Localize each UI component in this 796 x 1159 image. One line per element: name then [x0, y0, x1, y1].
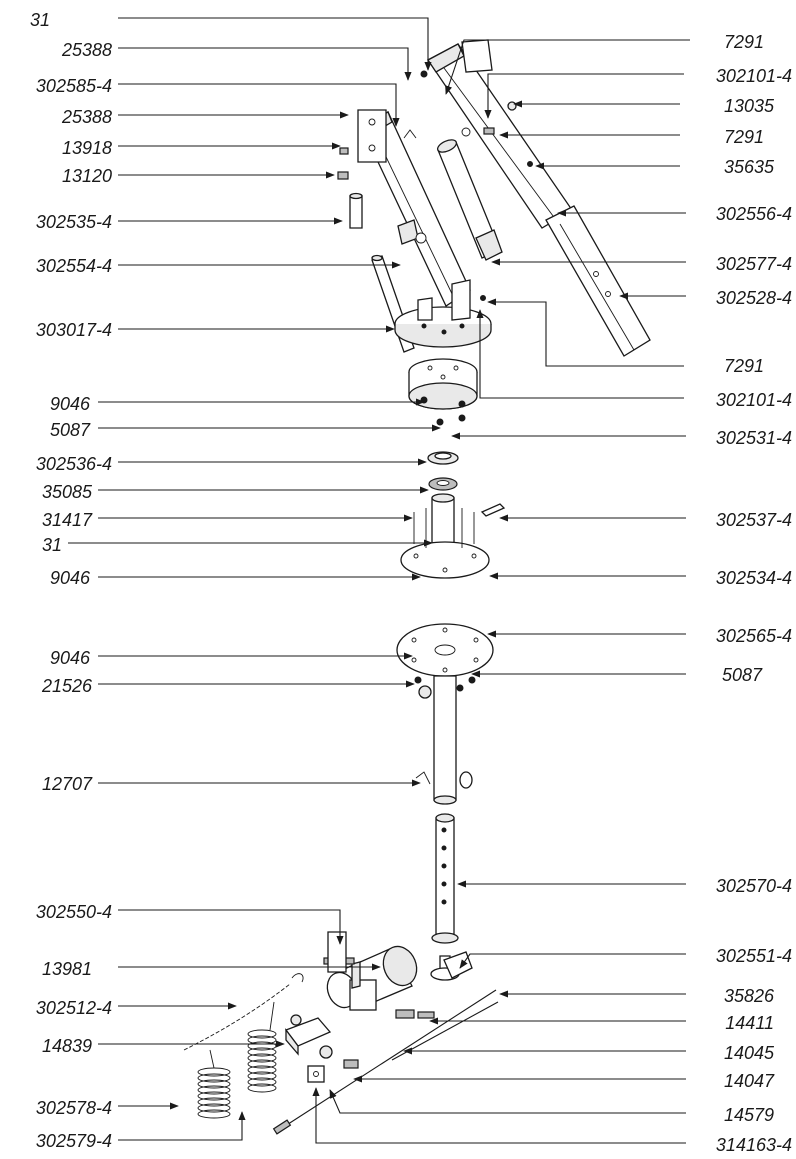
- leader-line: [118, 17, 432, 71]
- part-label: 302531-4: [716, 428, 792, 448]
- upper-hardware: [337, 70, 533, 301]
- part-label: 303017-4: [36, 320, 112, 340]
- leader-line: [459, 953, 686, 969]
- part-label: 31: [42, 535, 62, 555]
- leader-line: [329, 1089, 686, 1114]
- part-label: 314163-4: [716, 1135, 792, 1155]
- part-label: 302528-4: [716, 288, 792, 308]
- part-label: 302570-4: [716, 876, 792, 896]
- callout-labels: 31 25388 302585-4 25388 13918 13120 3025…: [30, 10, 792, 1155]
- leader-lines: [68, 17, 690, 1144]
- part-label: 302534-4: [716, 568, 792, 588]
- part-label: 5087: [50, 420, 91, 440]
- leader-line: [118, 1111, 246, 1141]
- part-label: 35826: [724, 986, 775, 1006]
- bearing-races: [427, 451, 459, 491]
- part-label: 14579: [724, 1105, 774, 1125]
- part-label: 13035: [724, 96, 775, 116]
- part-label: 7291: [724, 32, 764, 52]
- switch-box: [284, 1014, 332, 1056]
- part-label: 302554-4: [36, 256, 112, 276]
- leader-line: [118, 909, 344, 945]
- part-label: 302556-4: [716, 204, 792, 224]
- base-socket: [430, 951, 473, 981]
- part-label: 14839: [42, 1036, 92, 1056]
- part-label: 302537-4: [716, 510, 792, 530]
- part-label: 302512-4: [36, 998, 112, 1018]
- part-label: 35085: [42, 482, 93, 502]
- boom-base-plate: [394, 279, 492, 348]
- part-label: 302577-4: [716, 254, 792, 274]
- pivot-pin: [349, 192, 363, 229]
- part-label: 21526: [41, 676, 93, 696]
- leader-line: [476, 309, 684, 399]
- part-label: 13120: [62, 166, 112, 186]
- winch-motor: [323, 945, 418, 1011]
- part-label: 302579-4: [36, 1131, 112, 1151]
- part-label: 302101-4: [716, 66, 792, 86]
- part-label: 302535-4: [36, 212, 112, 232]
- leader-line: [312, 1087, 686, 1144]
- part-label: 9046: [50, 568, 91, 588]
- part-label: 35635: [724, 157, 775, 177]
- boom-arm-right: [427, 39, 573, 229]
- hydraulic-coil: [197, 1001, 277, 1119]
- leader-line: [118, 47, 412, 81]
- mounting-plate: [327, 931, 347, 973]
- mast-hub-plate: [400, 493, 506, 579]
- mast-flange: [396, 623, 494, 692]
- part-label: 302551-4: [716, 946, 792, 966]
- part-label: 31: [30, 10, 50, 30]
- leader-line: [445, 39, 690, 95]
- part-label: 14047: [724, 1071, 775, 1091]
- part-label: 14045: [724, 1043, 775, 1063]
- part-label: 25388: [61, 107, 112, 127]
- part-label: 7291: [724, 127, 764, 147]
- leader-line: [118, 83, 400, 127]
- part-label: 9046: [50, 394, 91, 414]
- lift-cylinder: [436, 127, 503, 261]
- chain: [183, 973, 304, 1051]
- part-label: 302585-4: [36, 76, 112, 96]
- part-label: 302536-4: [36, 454, 112, 474]
- leader-line: [484, 73, 684, 119]
- part-label: 5087: [722, 665, 763, 685]
- parts-artwork: [183, 39, 651, 1135]
- part-label: 31417: [42, 510, 93, 530]
- hose-assembly: [272, 989, 499, 1135]
- leader-line: [487, 298, 684, 367]
- part-label: 302578-4: [36, 1098, 112, 1118]
- part-label: 302550-4: [36, 902, 112, 922]
- extension-tube: [545, 205, 651, 357]
- part-label: 25388: [61, 40, 112, 60]
- part-label: 14411: [725, 1013, 774, 1033]
- lower-mast-tube: [431, 813, 459, 944]
- part-label: 302565-4: [716, 626, 792, 646]
- part-label: 13981: [42, 959, 92, 979]
- part-label: 12707: [42, 774, 93, 794]
- mast-tube: [415, 675, 473, 805]
- boom-arm-left: [357, 109, 471, 307]
- part-label: 7291: [724, 356, 764, 376]
- small-fittings: [307, 1009, 435, 1083]
- part-label: 13918: [62, 138, 112, 158]
- part-label: 9046: [50, 648, 91, 668]
- part-label: 302101-4: [716, 390, 792, 410]
